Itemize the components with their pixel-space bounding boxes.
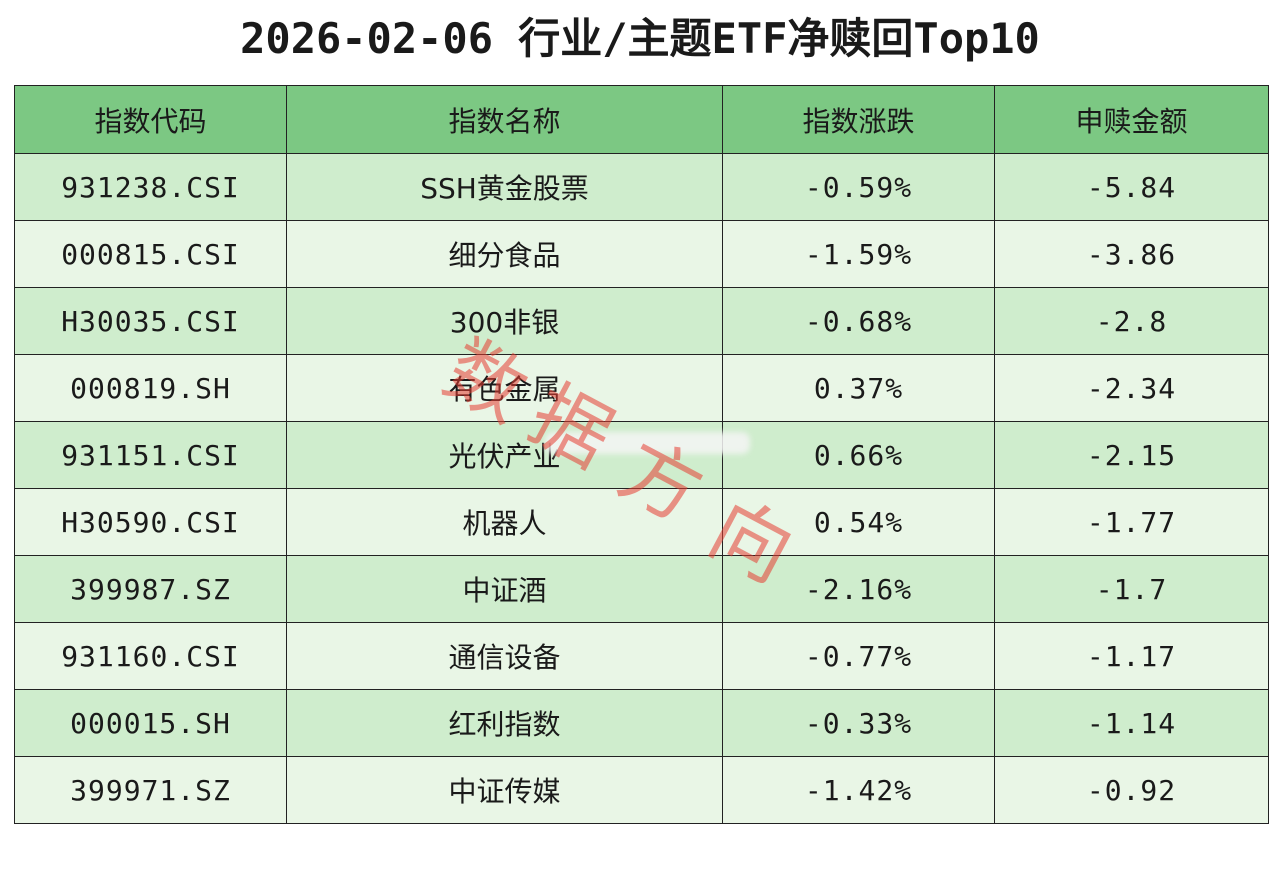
cell-amount: -1.17 — [994, 622, 1269, 690]
cell-index-code: 931238.CSI — [14, 153, 287, 221]
cell-index-name: 通信设备 — [286, 622, 723, 690]
cell-index-name: 机器人 — [286, 488, 723, 556]
cell-amount: -2.8 — [994, 287, 1269, 355]
cell-index-name: 细分食品 — [286, 220, 723, 288]
cell-index-code: 931160.CSI — [14, 622, 287, 690]
cell-index-change: -0.33% — [722, 689, 995, 757]
header-amount: 申赎金额 — [994, 85, 1269, 154]
cell-amount: -0.92 — [994, 756, 1269, 824]
cell-index-name: 红利指数 — [286, 689, 723, 757]
header-index-change: 指数涨跌 — [722, 85, 995, 154]
cell-amount: -1.14 — [994, 689, 1269, 757]
cell-index-change: -0.77% — [722, 622, 995, 690]
table-row: H30590.CSI 机器人 0.54% -1.77 — [14, 488, 1269, 556]
cell-amount: -1.77 — [994, 488, 1269, 556]
header-index-name: 指数名称 — [286, 85, 723, 154]
cell-index-name: SSH黄金股票 — [286, 153, 723, 221]
cell-amount: -1.7 — [994, 555, 1269, 623]
table-row: 399987.SZ 中证酒 -2.16% -1.7 — [14, 555, 1269, 623]
etf-redemption-table: 指数代码 指数名称 指数涨跌 申赎金额 931238.CSI SSH黄金股票 -0.… — [14, 85, 1269, 824]
table-row: 000015.SH 红利指数 -0.33% -1.14 — [14, 689, 1269, 757]
cell-amount: -2.15 — [994, 421, 1269, 489]
header-index-code: 指数代码 — [14, 85, 287, 154]
table-body: 931238.CSI SSH黄金股票 -0.59% -5.84 000815.CSI 细分… — [14, 153, 1269, 824]
table-header-row: 指数代码 指数名称 指数涨跌 申赎金额 — [14, 85, 1269, 154]
cell-index-name: 中证传媒 — [286, 756, 723, 824]
cell-index-change: 0.54% — [722, 488, 995, 556]
cell-index-name: 有色金属 — [286, 354, 723, 422]
cell-amount: -2.34 — [994, 354, 1269, 422]
page-title: 2026-02-06 行业/主题ETF净赎回Top10 — [240, 14, 1040, 63]
cell-index-code: 000819.SH — [14, 354, 287, 422]
cell-index-code: 399971.SZ — [14, 756, 287, 824]
table-row: 399971.SZ 中证传媒 -1.42% -0.92 — [14, 756, 1269, 824]
table-row: 931160.CSI 通信设备 -0.77% -1.17 — [14, 622, 1269, 690]
cell-index-name: 300非银 — [286, 287, 723, 355]
table-row: 931238.CSI SSH黄金股票 -0.59% -5.84 — [14, 153, 1269, 221]
cell-index-code: 000015.SH — [14, 689, 287, 757]
cell-index-code: H30035.CSI — [14, 287, 287, 355]
cell-index-change: -0.59% — [722, 153, 995, 221]
cell-index-code: 931151.CSI — [14, 421, 287, 489]
redaction-blur — [545, 432, 750, 454]
cell-amount: -5.84 — [994, 153, 1269, 221]
table-row: H30035.CSI 300非银 -0.68% -2.8 — [14, 287, 1269, 355]
table-row: 000815.CSI 细分食品 -1.59% -3.86 — [14, 220, 1269, 288]
cell-index-change: 0.66% — [722, 421, 995, 489]
cell-amount: -3.86 — [994, 220, 1269, 288]
cell-index-change: -2.16% — [722, 555, 995, 623]
cell-index-code: 000815.CSI — [14, 220, 287, 288]
cell-index-code: 399987.SZ — [14, 555, 287, 623]
cell-index-name: 中证酒 — [286, 555, 723, 623]
cell-index-change: -1.42% — [722, 756, 995, 824]
cell-index-change: -1.59% — [722, 220, 995, 288]
table-row: 000819.SH 有色金属 0.37% -2.34 — [14, 354, 1269, 422]
cell-index-change: -0.68% — [722, 287, 995, 355]
cell-index-code: H30590.CSI — [14, 488, 287, 556]
cell-index-change: 0.37% — [722, 354, 995, 422]
